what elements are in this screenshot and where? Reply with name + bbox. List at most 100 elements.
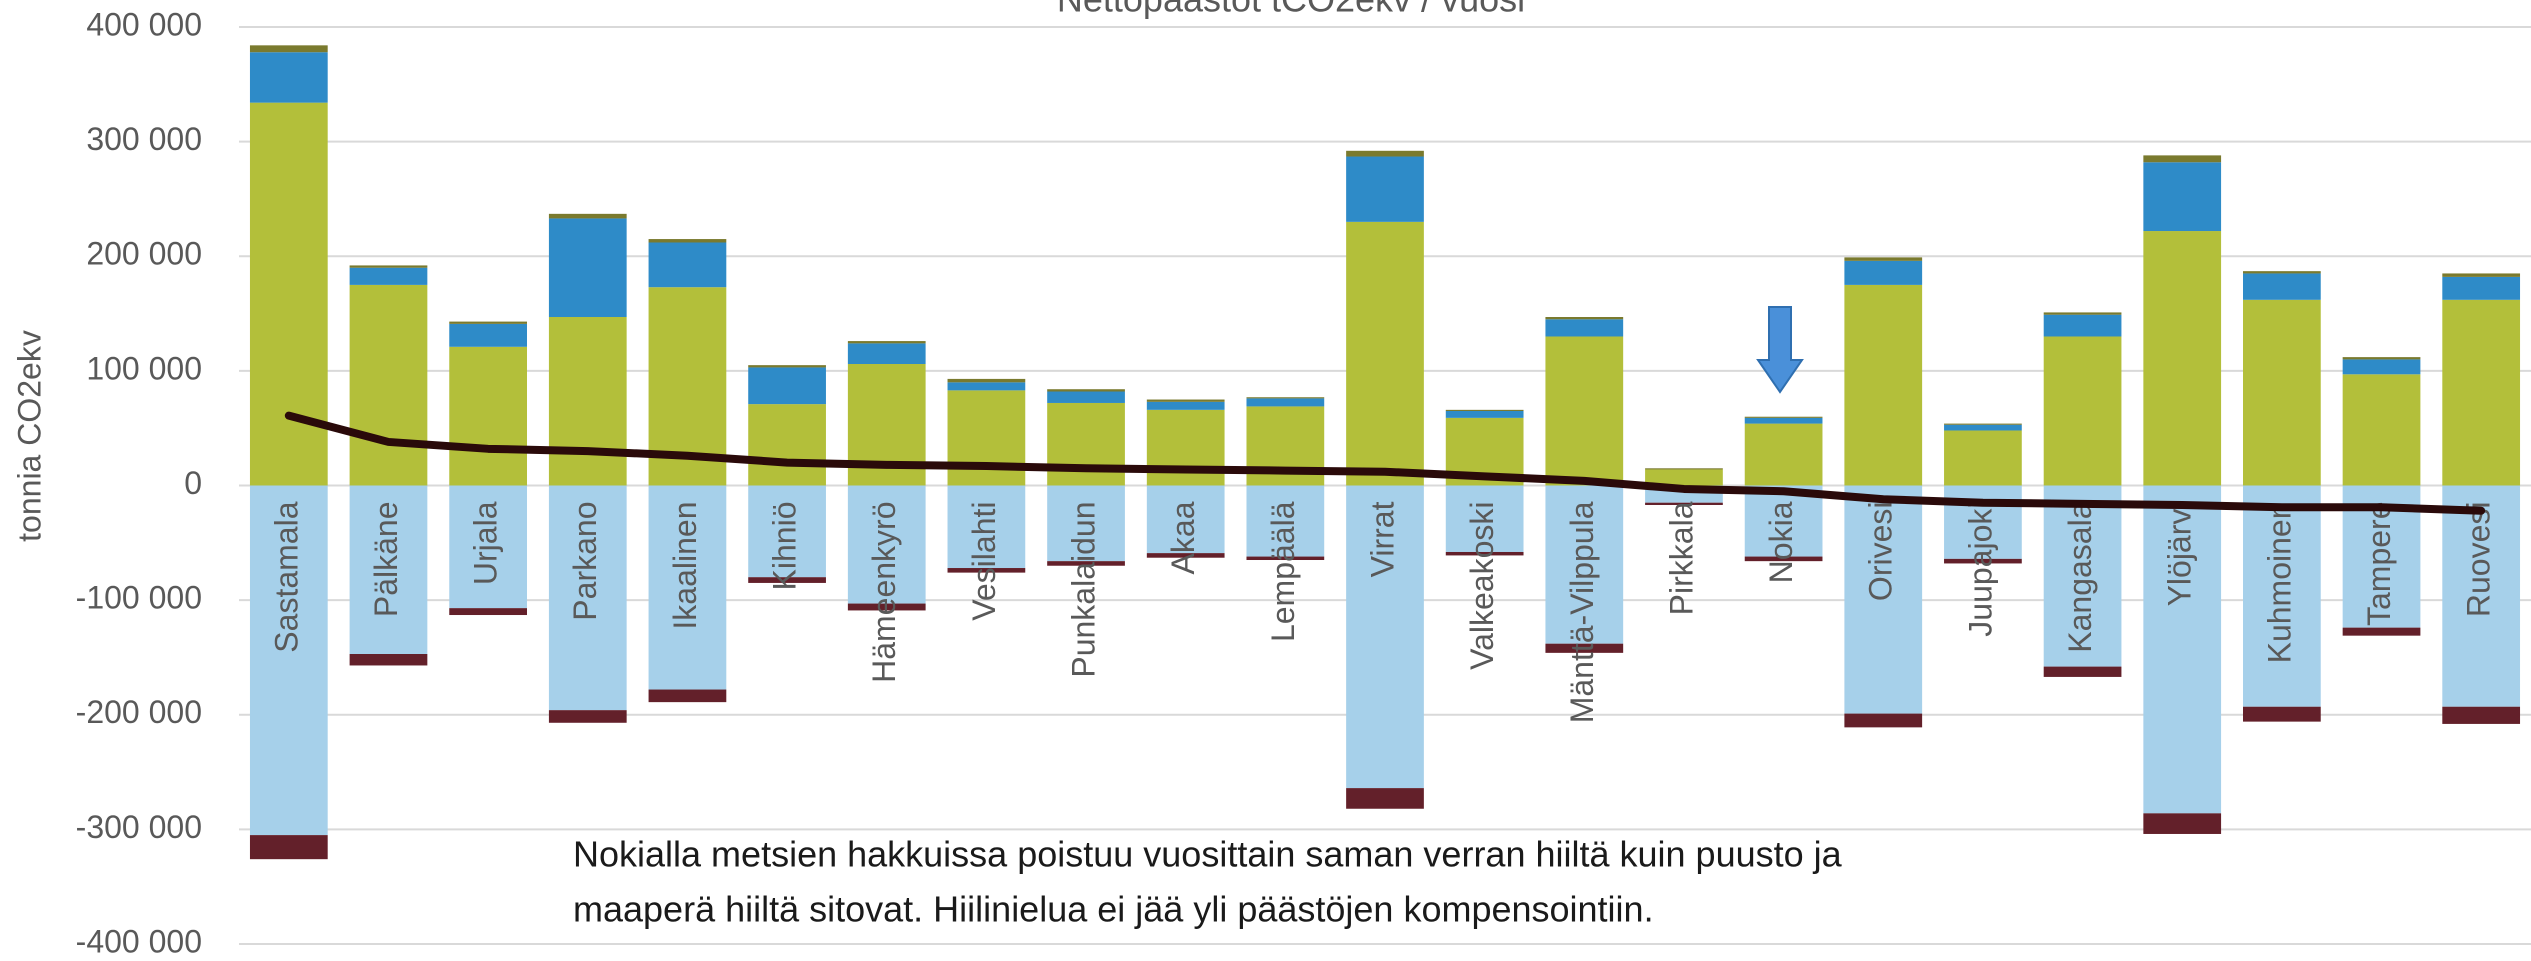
x-tick-label: Nokia xyxy=(1763,501,1799,583)
annotation: maaperä hiiltä sitovat. Hiilinielua ei j… xyxy=(573,889,1654,930)
bar-segment xyxy=(847,485,926,604)
bar-segment xyxy=(2243,706,2321,722)
bar-segment xyxy=(349,284,428,486)
bar-segment xyxy=(2442,276,2521,300)
bar-segment xyxy=(1047,391,1125,403)
x-tick-label: Virrat xyxy=(1364,501,1400,577)
bar-segment xyxy=(1645,468,1723,470)
bar-segment xyxy=(1146,399,1225,402)
bar-segment xyxy=(1844,257,1923,261)
bar-segment xyxy=(2442,273,2521,277)
bar-segment xyxy=(847,341,926,344)
bar-segment xyxy=(947,382,1026,391)
net-line xyxy=(284,411,2486,515)
bar-segment xyxy=(548,317,627,486)
x-tick-label: Pirkkala xyxy=(1663,501,1699,615)
bar-segment xyxy=(748,365,826,368)
bar-segment xyxy=(648,485,727,690)
bar-segment xyxy=(2342,357,2421,360)
bar-segment xyxy=(548,213,627,219)
x-tick-label: Lempäälä xyxy=(1265,501,1301,642)
y-tick-label: -100 000 xyxy=(76,580,202,616)
bar-segment xyxy=(249,835,328,860)
bar-segment xyxy=(449,608,527,616)
bar-segment xyxy=(1246,397,1325,399)
bar-segment xyxy=(1246,485,1325,557)
x-tick-label: Pälkäne xyxy=(368,502,404,618)
x-tick-label: Tampere xyxy=(2361,502,2397,627)
bar-segment xyxy=(1844,284,1923,486)
bar-segment xyxy=(1445,410,1524,418)
x-tick-label: Juupajoki xyxy=(1962,502,1998,637)
bar-segment xyxy=(1445,485,1524,552)
bar-segment xyxy=(1146,401,1225,410)
bar-segment xyxy=(2143,485,2222,814)
bar-segment xyxy=(1944,558,2022,564)
bar-segment xyxy=(947,378,1026,383)
bar-segment xyxy=(249,52,328,103)
bar-segment xyxy=(748,577,826,583)
y-tick-label: 100 000 xyxy=(86,350,202,386)
bar-segment xyxy=(2143,162,2222,232)
bar-segment xyxy=(2143,813,2222,834)
bar-segment xyxy=(2243,271,2321,274)
bar-segment xyxy=(648,242,727,288)
bar-segment xyxy=(648,239,727,243)
bar-segment xyxy=(947,485,1026,569)
bar-segment xyxy=(1545,643,1624,653)
bar-segment xyxy=(249,45,328,53)
bar-segment xyxy=(648,689,727,703)
bar-segment xyxy=(2043,336,2122,486)
x-tick-label: Parkano xyxy=(567,502,603,621)
bar-segment xyxy=(1744,423,1823,486)
bar-segment xyxy=(748,367,826,405)
bar-segment xyxy=(847,603,926,611)
bar-segment xyxy=(1346,150,1424,157)
bar-segment xyxy=(1445,551,1524,556)
arrow xyxy=(1756,306,1804,394)
bar-segment xyxy=(2342,359,2421,375)
bar-segment xyxy=(1047,485,1125,562)
y-axis-title: tonnia CO2ekv xyxy=(11,330,47,542)
bar-segment xyxy=(1545,317,1624,320)
bar-segment xyxy=(1146,553,1225,558)
y-tick-label: -300 000 xyxy=(76,809,202,845)
bar-segment xyxy=(1545,319,1624,337)
x-tick-label: Hämeenkyrö xyxy=(866,502,902,683)
y-tick-label: -200 000 xyxy=(76,694,202,730)
bar-segment xyxy=(1944,485,2022,559)
bar-segment xyxy=(548,218,627,318)
x-tick-label: Mänttä-Vilppula xyxy=(1564,501,1600,723)
x-tick-label: Orivesi xyxy=(1863,502,1899,602)
bar-segment xyxy=(1545,485,1624,644)
bar-segment xyxy=(2342,627,2421,636)
bar-segment xyxy=(449,485,527,609)
bar-segment xyxy=(1545,336,1624,486)
bar-segment xyxy=(1844,485,1923,714)
bar-segment xyxy=(1744,485,1823,557)
bar-segment xyxy=(449,323,527,347)
bar-segment xyxy=(2243,273,2321,300)
bar-segment xyxy=(2342,374,2421,486)
x-tick-label: Kihniö xyxy=(767,502,803,591)
bar-segment xyxy=(1944,424,2022,431)
bar-segment xyxy=(947,568,1026,573)
y-tick-label: -400 000 xyxy=(76,923,202,959)
x-tick-label: Kangasala xyxy=(2062,501,2098,652)
bar-segment xyxy=(249,485,328,836)
bar-segment xyxy=(1944,430,2022,486)
bar-segment xyxy=(2442,299,2521,486)
annotation: Nokialla metsien hakkuissa poistuu vuosi… xyxy=(573,834,1843,875)
x-tick-label: Ylöjärvi xyxy=(2162,502,2198,607)
bar-segment xyxy=(1844,260,1923,285)
bar-segment xyxy=(1844,713,1923,728)
bar-segment xyxy=(2043,666,2122,677)
bar-segment xyxy=(1346,156,1424,222)
bar-segment xyxy=(1346,485,1424,789)
bar-segment xyxy=(2043,485,2122,667)
bar-segment xyxy=(1146,485,1225,554)
bar-segment xyxy=(349,267,428,285)
bar-segment xyxy=(2442,485,2521,707)
bar-segment xyxy=(1744,417,1823,424)
